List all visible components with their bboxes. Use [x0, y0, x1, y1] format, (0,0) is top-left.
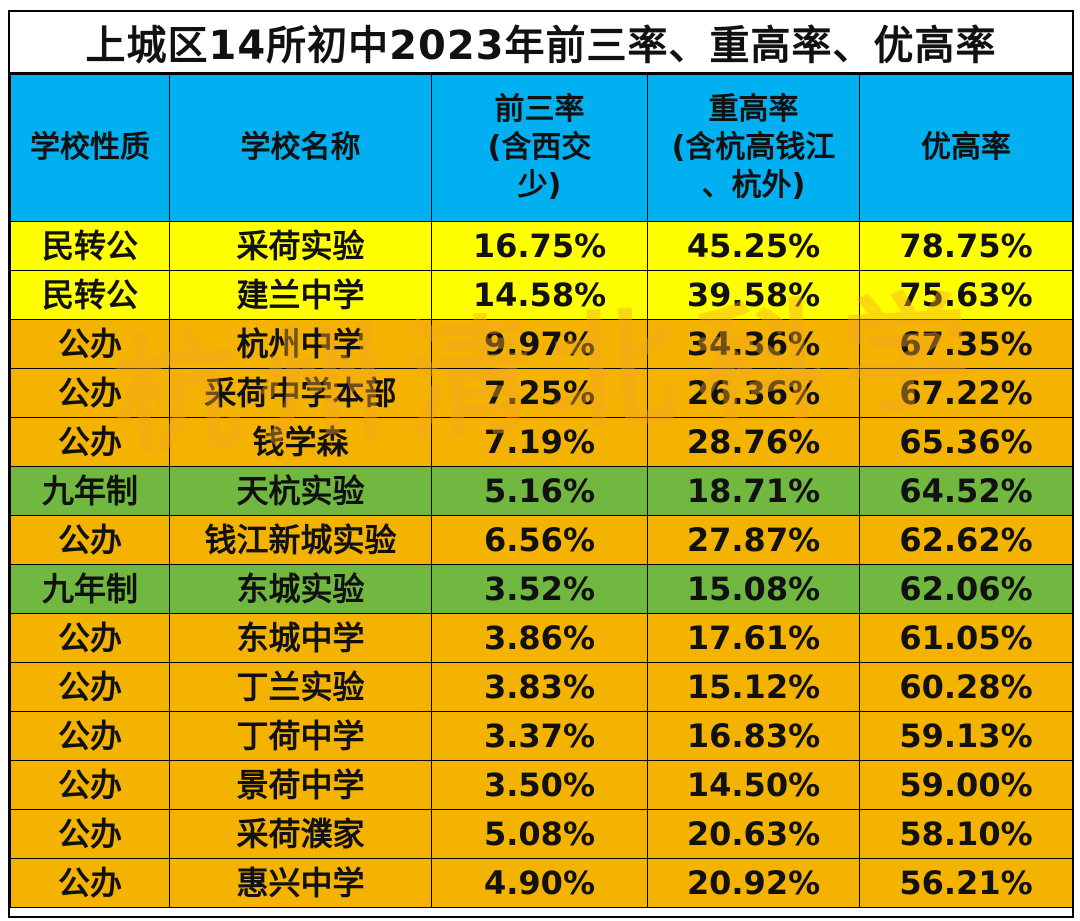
- excellent-high-rate-cell: 61.05%: [859, 613, 1073, 663]
- school-name-cell: 建兰中学: [169, 270, 432, 320]
- key-high-rate-cell: 45.25%: [647, 221, 860, 271]
- school-name-cell: 杭州中学: [169, 319, 432, 369]
- school-type-cell: 公办: [10, 417, 170, 467]
- school-type-cell: 民转公: [10, 270, 170, 320]
- school-name-cell: 采荷濮家: [169, 809, 432, 859]
- top3-rate-cell: 3.52%: [431, 564, 648, 614]
- school-type-cell: 公办: [10, 711, 170, 761]
- top3-rate-cell: 5.16%: [431, 466, 648, 516]
- top3-rate-cell: 7.25%: [431, 368, 648, 418]
- key-high-rate-cell: 20.63%: [647, 809, 860, 859]
- table-row: 公办 杭州中学 9.97% 34.36% 67.35%: [10, 319, 1073, 369]
- excellent-high-rate-cell: 60.28%: [859, 662, 1073, 712]
- school-type-cell: 公办: [10, 809, 170, 859]
- excellent-high-rate-cell: 75.63%: [859, 270, 1073, 320]
- table-row: 九年制 东城实验 3.52% 15.08% 62.06%: [10, 564, 1073, 614]
- key-high-rate-cell: 26.36%: [647, 368, 860, 418]
- school-name-cell: 东城中学: [169, 613, 432, 663]
- key-high-rate-cell: 16.83%: [647, 711, 860, 761]
- school-type-cell: 公办: [10, 368, 170, 418]
- table-row: 民转公 采荷实验 16.75% 45.25% 78.75%: [10, 221, 1073, 271]
- table-title: 上城区14所初中2023年前三率、重高率、优高率: [10, 12, 1072, 74]
- key-high-rate-cell: 15.08%: [647, 564, 860, 614]
- excellent-high-rate-cell: 58.10%: [859, 809, 1073, 859]
- top3-rate-cell: 7.19%: [431, 417, 648, 467]
- table-row: 九年制 天杭实验 5.16% 18.71% 64.52%: [10, 466, 1073, 516]
- results-table-sheet: 上城区14所初中2023年前三率、重高率、优高率 学校性质 学校名称 前三率 (…: [8, 10, 1074, 918]
- school-type-cell: 公办: [10, 613, 170, 663]
- table-row: 民转公 建兰中学 14.58% 39.58% 75.63%: [10, 270, 1073, 320]
- school-name-cell: 采荷中学本部: [169, 368, 432, 418]
- header-top3-rate: 前三率 (含西交 少): [431, 74, 648, 222]
- excellent-high-rate-cell: 78.75%: [859, 221, 1073, 271]
- excellent-high-rate-cell: 59.13%: [859, 711, 1073, 761]
- school-name-cell: 东城实验: [169, 564, 432, 614]
- excellent-high-rate-cell: 67.35%: [859, 319, 1073, 369]
- top3-rate-cell: 5.08%: [431, 809, 648, 859]
- table-row: 公办 丁兰实验 3.83% 15.12% 60.28%: [10, 662, 1073, 712]
- key-high-rate-cell: 18.71%: [647, 466, 860, 516]
- key-high-rate-cell: 15.12%: [647, 662, 860, 712]
- school-name-cell: 景荷中学: [169, 760, 432, 810]
- school-type-cell: 民转公: [10, 221, 170, 271]
- top3-rate-cell: 16.75%: [431, 221, 648, 271]
- table-row: 公办 景荷中学 3.50% 14.50% 59.00%: [10, 760, 1073, 810]
- school-name-cell: 钱学森: [169, 417, 432, 467]
- header-excellent-high-rate: 优高率: [859, 74, 1073, 222]
- school-name-cell: 采荷实验: [169, 221, 432, 271]
- school-name-cell: 惠兴中学: [169, 858, 432, 908]
- header-row: 学校性质 学校名称 前三率 (含西交 少) 重高率 (含杭高钱江 、杭外) 优高…: [10, 74, 1073, 222]
- key-high-rate-cell: 14.50%: [647, 760, 860, 810]
- excellent-high-rate-cell: 64.52%: [859, 466, 1073, 516]
- school-type-cell: 公办: [10, 662, 170, 712]
- school-name-cell: 丁荷中学: [169, 711, 432, 761]
- school-type-cell: 公办: [10, 760, 170, 810]
- excellent-high-rate-cell: 59.00%: [859, 760, 1073, 810]
- table-row: 公办 惠兴中学 4.90% 20.92% 56.21%: [10, 858, 1073, 908]
- top3-rate-cell: 4.90%: [431, 858, 648, 908]
- top3-rate-cell: 3.37%: [431, 711, 648, 761]
- school-type-cell: 九年制: [10, 564, 170, 614]
- table-row: 公办 采荷中学本部 7.25% 26.36% 67.22%: [10, 368, 1073, 418]
- top3-rate-cell: 3.86%: [431, 613, 648, 663]
- top3-rate-cell: 3.50%: [431, 760, 648, 810]
- key-high-rate-cell: 28.76%: [647, 417, 860, 467]
- key-high-rate-cell: 27.87%: [647, 515, 860, 565]
- key-high-rate-cell: 17.61%: [647, 613, 860, 663]
- table-row: 公办 钱江新城实验 6.56% 27.87% 62.62%: [10, 515, 1073, 565]
- top3-rate-cell: 14.58%: [431, 270, 648, 320]
- school-name-cell: 丁兰实验: [169, 662, 432, 712]
- table-row: 公办 采荷濮家 5.08% 20.63% 58.10%: [10, 809, 1073, 859]
- school-type-cell: 九年制: [10, 466, 170, 516]
- table-row: 公办 钱学森 7.19% 28.76% 65.36%: [10, 417, 1073, 467]
- table-row: 公办 丁荷中学 3.37% 16.83% 59.13%: [10, 711, 1073, 761]
- top3-rate-cell: 3.83%: [431, 662, 648, 712]
- top3-rate-cell: 6.56%: [431, 515, 648, 565]
- key-high-rate-cell: 39.58%: [647, 270, 860, 320]
- header-key-high-rate: 重高率 (含杭高钱江 、杭外): [647, 74, 860, 222]
- table-row: 公办 东城中学 3.86% 17.61% 61.05%: [10, 613, 1073, 663]
- top3-rate-cell: 9.97%: [431, 319, 648, 369]
- excellent-high-rate-cell: 65.36%: [859, 417, 1073, 467]
- header-school-type: 学校性质: [10, 74, 170, 222]
- results-table: 学校性质 学校名称 前三率 (含西交 少) 重高率 (含杭高钱江 、杭外) 优高…: [10, 74, 1073, 908]
- excellent-high-rate-cell: 67.22%: [859, 368, 1073, 418]
- key-high-rate-cell: 34.36%: [647, 319, 860, 369]
- excellent-high-rate-cell: 62.62%: [859, 515, 1073, 565]
- school-type-cell: 公办: [10, 515, 170, 565]
- school-name-cell: 钱江新城实验: [169, 515, 432, 565]
- school-name-cell: 天杭实验: [169, 466, 432, 516]
- school-type-cell: 公办: [10, 858, 170, 908]
- excellent-high-rate-cell: 62.06%: [859, 564, 1073, 614]
- key-high-rate-cell: 20.92%: [647, 858, 860, 908]
- header-school-name: 学校名称: [169, 74, 432, 222]
- school-type-cell: 公办: [10, 319, 170, 369]
- excellent-high-rate-cell: 56.21%: [859, 858, 1073, 908]
